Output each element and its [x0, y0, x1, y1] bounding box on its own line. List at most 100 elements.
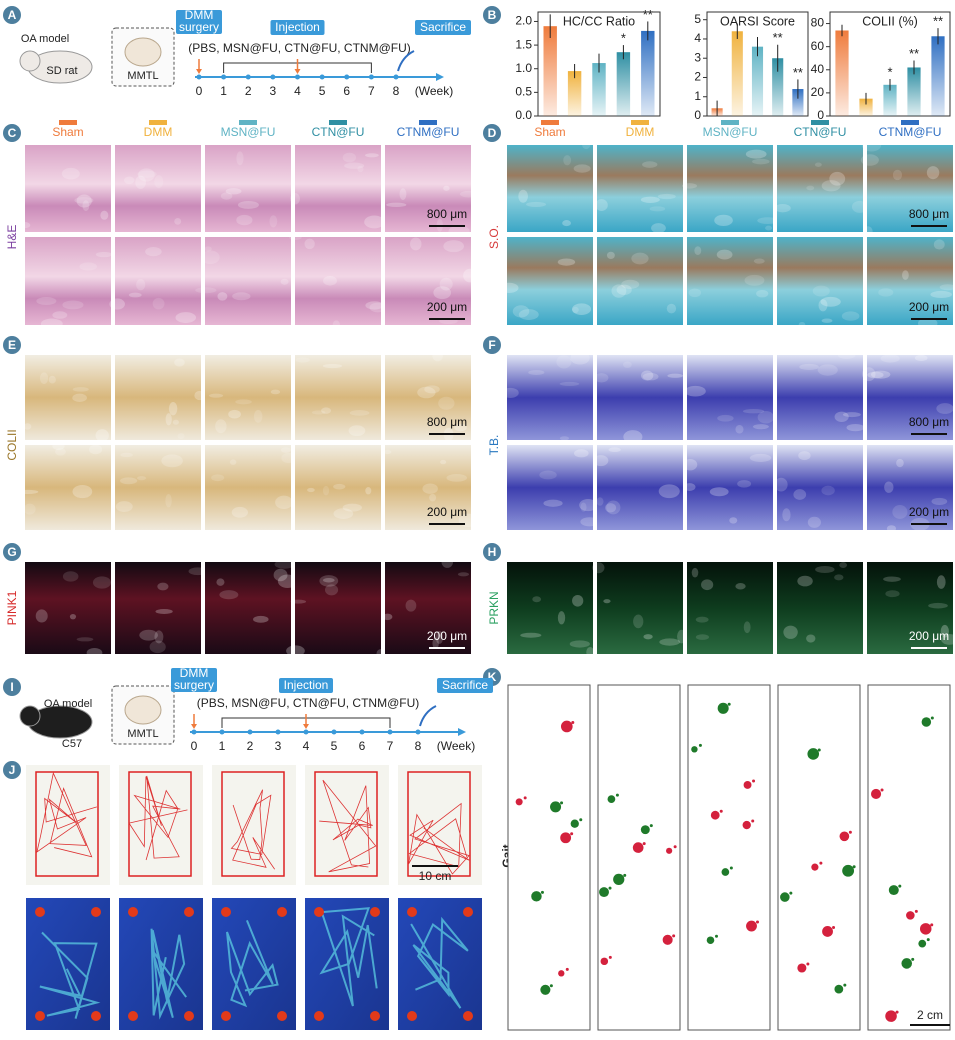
scale-label: 200 μm: [909, 505, 949, 519]
micrograph-texture: [861, 138, 882, 152]
footprint: [600, 957, 609, 966]
heatmap-hotspot: [128, 1011, 138, 1021]
injection-label: Injection: [275, 20, 320, 34]
micrograph-texture: [798, 451, 811, 461]
micrograph-texture: [463, 268, 477, 283]
heatmap-trace: [410, 916, 469, 1009]
micrograph-texture: [459, 190, 477, 198]
footprint: [717, 702, 729, 714]
micrograph-texture: [717, 414, 734, 422]
micrograph: [115, 237, 201, 325]
significance: **: [933, 14, 943, 29]
event-arrowhead: [303, 724, 309, 729]
y-tick-label: 2.0: [515, 14, 532, 28]
track-arena: [128, 771, 192, 877]
heatmap-hotspot: [221, 1011, 231, 1021]
y-tick-label: 5: [694, 12, 701, 26]
micrograph-texture: [168, 402, 178, 416]
micrograph-texture: [200, 250, 220, 265]
footprint: [571, 720, 575, 724]
micrograph-texture: [165, 494, 172, 508]
micrograph-texture: [422, 483, 438, 494]
micrograph-texture: [319, 575, 339, 587]
tissue-label: MMTL: [127, 70, 158, 82]
micrograph-texture: [376, 649, 386, 658]
micrograph-texture: [539, 470, 557, 480]
scale-label: 10 cm: [419, 869, 452, 883]
micrograph-texture: [606, 251, 615, 260]
micrograph-texture: [286, 645, 305, 657]
micrograph-texture: [885, 590, 900, 598]
footprint: [560, 801, 564, 805]
surgery-label: surgery: [179, 20, 219, 34]
micrograph-texture: [757, 411, 775, 424]
micrograph-texture: [36, 297, 57, 306]
micrograph-texture: [457, 572, 470, 577]
footprint: [560, 720, 573, 733]
micrograph-texture: [902, 270, 909, 280]
micrograph-texture: [365, 301, 384, 310]
timeline-tick: [196, 74, 202, 80]
micrograph-texture: [322, 577, 335, 583]
micrograph-texture: [448, 225, 470, 238]
footprint: [698, 743, 702, 747]
micrograph-texture: [323, 275, 337, 286]
micrograph-texture: [188, 567, 208, 576]
footprint: [560, 832, 572, 844]
micrograph-texture: [709, 487, 729, 497]
micrograph-texture: [815, 565, 835, 574]
micrograph-texture: [95, 429, 109, 442]
footprint: [672, 934, 676, 938]
group-label: MSN@FU: [221, 125, 276, 139]
y-tick-label: 4: [694, 31, 701, 45]
micrograph-texture: [940, 624, 949, 638]
micrograph-texture: [429, 493, 437, 502]
micrograph-texture: [165, 413, 172, 426]
micrograph-texture: [752, 158, 770, 165]
animal-label: SD rat: [46, 65, 77, 77]
footprint: [746, 920, 757, 932]
micrograph-texture: [501, 387, 519, 398]
micrograph: [777, 445, 863, 530]
footprint: [531, 891, 542, 902]
footprint: [919, 923, 932, 935]
panel-letter: G: [7, 545, 16, 559]
micrograph-texture: [321, 407, 332, 414]
micrograph-texture: [806, 185, 815, 191]
micrograph: [385, 145, 471, 232]
micrograph-texture: [563, 155, 572, 166]
footprint: [914, 909, 918, 913]
track: [408, 802, 470, 875]
micrograph: [115, 355, 201, 440]
micrograph-texture: [863, 226, 873, 237]
micrograph-texture: [215, 419, 227, 434]
micrograph-texture: [295, 357, 310, 363]
micrograph-texture: [232, 292, 251, 301]
micrograph-texture: [714, 214, 733, 227]
micrograph-texture: [812, 285, 830, 297]
scale-label: 800 μm: [909, 207, 949, 221]
micrograph-texture: [82, 200, 90, 212]
micrograph-texture: [917, 317, 938, 329]
heatmap-hotspot: [407, 907, 417, 917]
surgery-label: DMM: [180, 666, 209, 680]
micrograph-texture: [936, 403, 954, 414]
micrograph-texture: [157, 582, 169, 591]
week-label: 4: [294, 84, 301, 98]
micrograph-texture: [870, 370, 891, 379]
panel-badge: [483, 124, 501, 142]
micrograph-texture: [386, 202, 407, 208]
micrograph-texture: [640, 196, 660, 203]
micrograph-texture: [40, 318, 63, 329]
timeline-tick: [393, 74, 399, 80]
micrograph: [507, 355, 593, 440]
micrograph-texture: [582, 141, 591, 150]
timeline-tick: [270, 74, 276, 80]
bar: [592, 63, 606, 116]
micrograph-texture: [174, 358, 185, 367]
heatmap-hotspot: [314, 907, 324, 917]
micrograph-texture: [851, 200, 868, 213]
footprint: [558, 970, 565, 977]
micrograph: [687, 445, 773, 530]
footprint: [901, 958, 913, 969]
